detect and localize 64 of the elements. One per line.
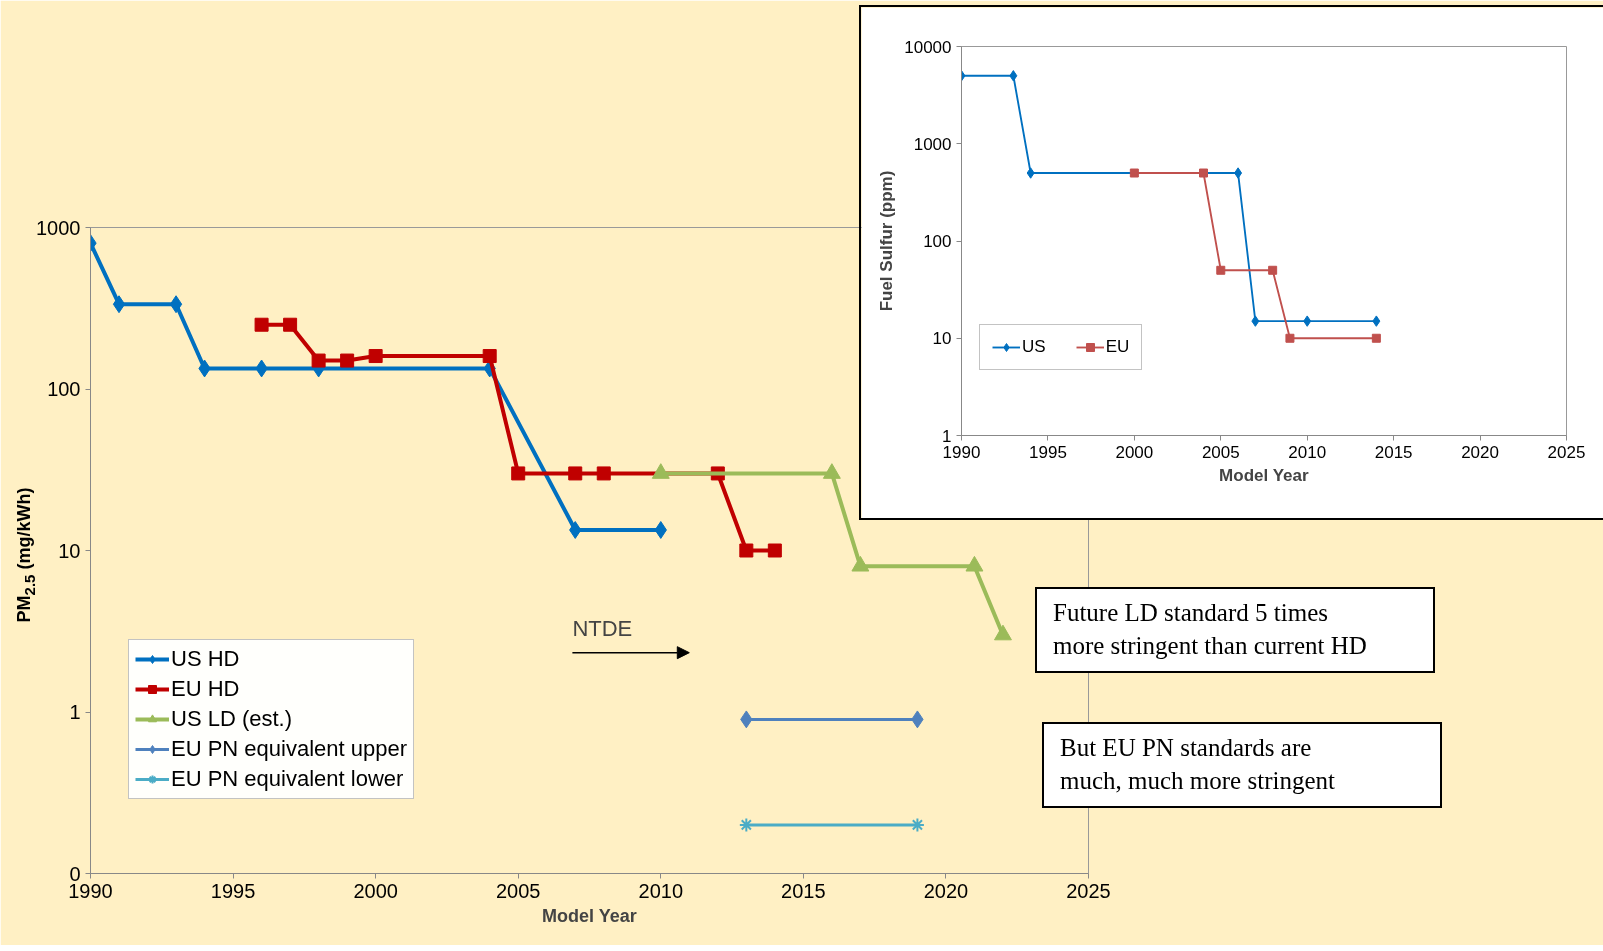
x-tick-label: 1995 [210, 879, 256, 902]
legend-label: US HD [171, 646, 240, 672]
legend-label: EU [1105, 337, 1130, 357]
point [739, 543, 754, 558]
point [511, 466, 526, 481]
point [767, 543, 782, 558]
y-tick-label: 10 [58, 539, 81, 562]
point [1026, 167, 1035, 179]
y-axis-title: Fuel Sulfur (ppm) [877, 170, 897, 312]
point [368, 349, 383, 364]
x-tick-label: 2010 [1288, 442, 1327, 462]
y-tick-label: 100 [923, 232, 952, 251]
point [1372, 315, 1381, 327]
x-tick-label: 2005 [495, 879, 541, 902]
point [1285, 333, 1295, 343]
point [112, 295, 126, 314]
legend-label: US LD (est.) [171, 706, 293, 732]
legend-label: US [1022, 337, 1046, 357]
point [254, 317, 269, 332]
x-tick-label: 2025 [1547, 442, 1586, 462]
point [340, 353, 355, 368]
x-tick-label: 2005 [1201, 442, 1240, 462]
point [482, 349, 497, 364]
point [1009, 70, 1018, 82]
point [1303, 315, 1312, 327]
point [283, 317, 298, 332]
point [1199, 168, 1208, 178]
x-tick-label: 2020 [923, 879, 969, 902]
point [169, 295, 183, 314]
x-axis-title: Model Year [541, 905, 637, 926]
point [1371, 333, 1381, 343]
x-tick-label: 1995 [1029, 442, 1067, 462]
x-tick-label: 2025 [1066, 879, 1111, 902]
point [311, 353, 326, 368]
x-tick-label: 2000 [353, 879, 398, 902]
point [1251, 315, 1260, 327]
y-tick-label: 1000 [36, 216, 81, 239]
y-tick-label: 0 [69, 862, 81, 885]
legend-label: EU PN equivalent upper [171, 736, 408, 762]
legend-label: EU PN equivalent lower [171, 766, 404, 792]
point [1268, 265, 1278, 275]
point [569, 521, 582, 539]
point [654, 521, 667, 539]
annotation-box: But EU PN standards are much, much more stringent [1042, 722, 1442, 808]
x-tick-label: 2015 [781, 879, 826, 902]
y-tick-label: 10 [932, 329, 952, 349]
x-tick-label: 2000 [1115, 442, 1154, 462]
annotation: NTDE [572, 615, 633, 641]
y-tick-label: 100 [47, 378, 81, 400]
x-tick-label: 2015 [1374, 442, 1413, 462]
point [1216, 265, 1226, 275]
point [1234, 167, 1243, 179]
point [568, 466, 583, 481]
x-tick-label: 2010 [638, 879, 684, 902]
point [596, 466, 611, 481]
x-axis-title: Model Year [1219, 465, 1309, 485]
y-tick-label: 1 [69, 701, 81, 723]
y-tick-label: 1000 [913, 134, 952, 154]
annotation-box: Future LD standard 5 times more stringent than current HD [1035, 587, 1435, 673]
x-tick-label: 2020 [1461, 442, 1499, 462]
point [738, 817, 754, 833]
y-tick-label: 10000 [904, 37, 952, 57]
legend-label: EU HD [171, 676, 240, 702]
point [1129, 168, 1139, 178]
